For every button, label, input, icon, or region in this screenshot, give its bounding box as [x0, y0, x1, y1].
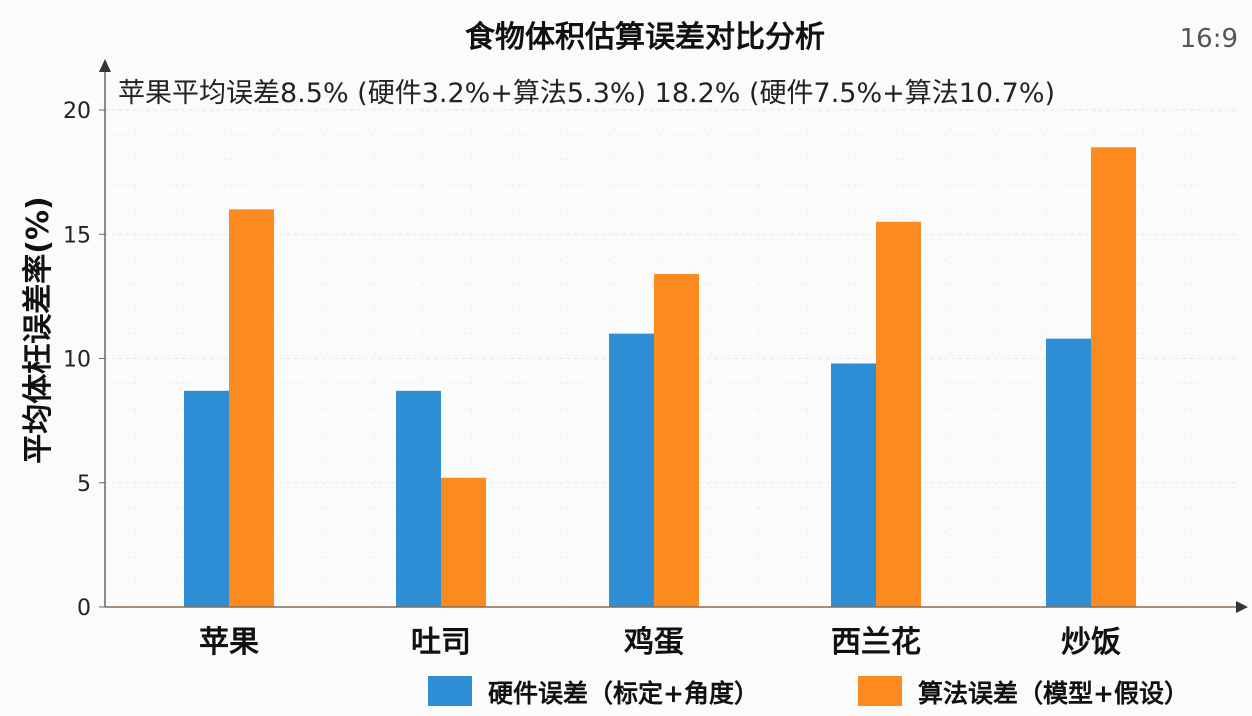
bar-hardware-0 [184, 390, 229, 607]
bar-algorithm-4 [1091, 147, 1136, 607]
bars-group [184, 147, 1136, 607]
legend-swatch-algorithm [858, 676, 902, 706]
y-axis-label: 平均体枉误差率(%) [21, 196, 56, 463]
y-tick-label: 15 [63, 223, 91, 248]
y-tick-label: 20 [63, 99, 91, 124]
axes [99, 59, 1248, 613]
legend: 硬件误差（标定+角度） 算法误差（模型+假设） [428, 676, 1189, 708]
chart-title: 食物体积估算误差对比分析 [465, 20, 825, 55]
y-tick-label: 5 [77, 472, 91, 497]
bar-hardware-3 [831, 363, 876, 607]
y-axis-arrow-icon [99, 59, 111, 72]
bar-algorithm-2 [654, 274, 699, 607]
bar-algorithm-1 [441, 477, 486, 607]
x-tick-label: 西兰花 [831, 625, 921, 660]
legend-label-hardware: 硬件误差（标定+角度） [488, 679, 759, 708]
aspect-ratio-label: 16:9 [1180, 24, 1238, 54]
x-tick-label: 炒饭 [1061, 625, 1121, 660]
bar-hardware-4 [1046, 338, 1091, 607]
x-ticks: 苹果 吐司 鸡蛋 西兰花 炒饭 [199, 625, 1121, 660]
legend-label-algorithm: 算法误差（模型+假设） [918, 679, 1189, 708]
y-tick-label: 10 [63, 348, 91, 373]
bar-algorithm-0 [229, 209, 274, 607]
y-tick-label: 0 [77, 596, 91, 621]
annotation-text: 苹果平均误差8.5% (硬件3.2%+算法5.3%) 18.2% (硬件7.5%… [118, 78, 1055, 109]
x-tick-label: 吐司 [411, 625, 471, 660]
y-ticks: 0 5 10 15 20 [63, 99, 105, 621]
x-tick-label: 鸡蛋 [624, 625, 684, 660]
x-axis-arrow-icon [1236, 601, 1248, 613]
bar-hardware-2 [609, 333, 654, 607]
legend-swatch-hardware [428, 676, 472, 706]
x-tick-label: 苹果 [199, 625, 259, 660]
bar-hardware-1 [396, 390, 441, 607]
bar-algorithm-3 [876, 221, 921, 607]
